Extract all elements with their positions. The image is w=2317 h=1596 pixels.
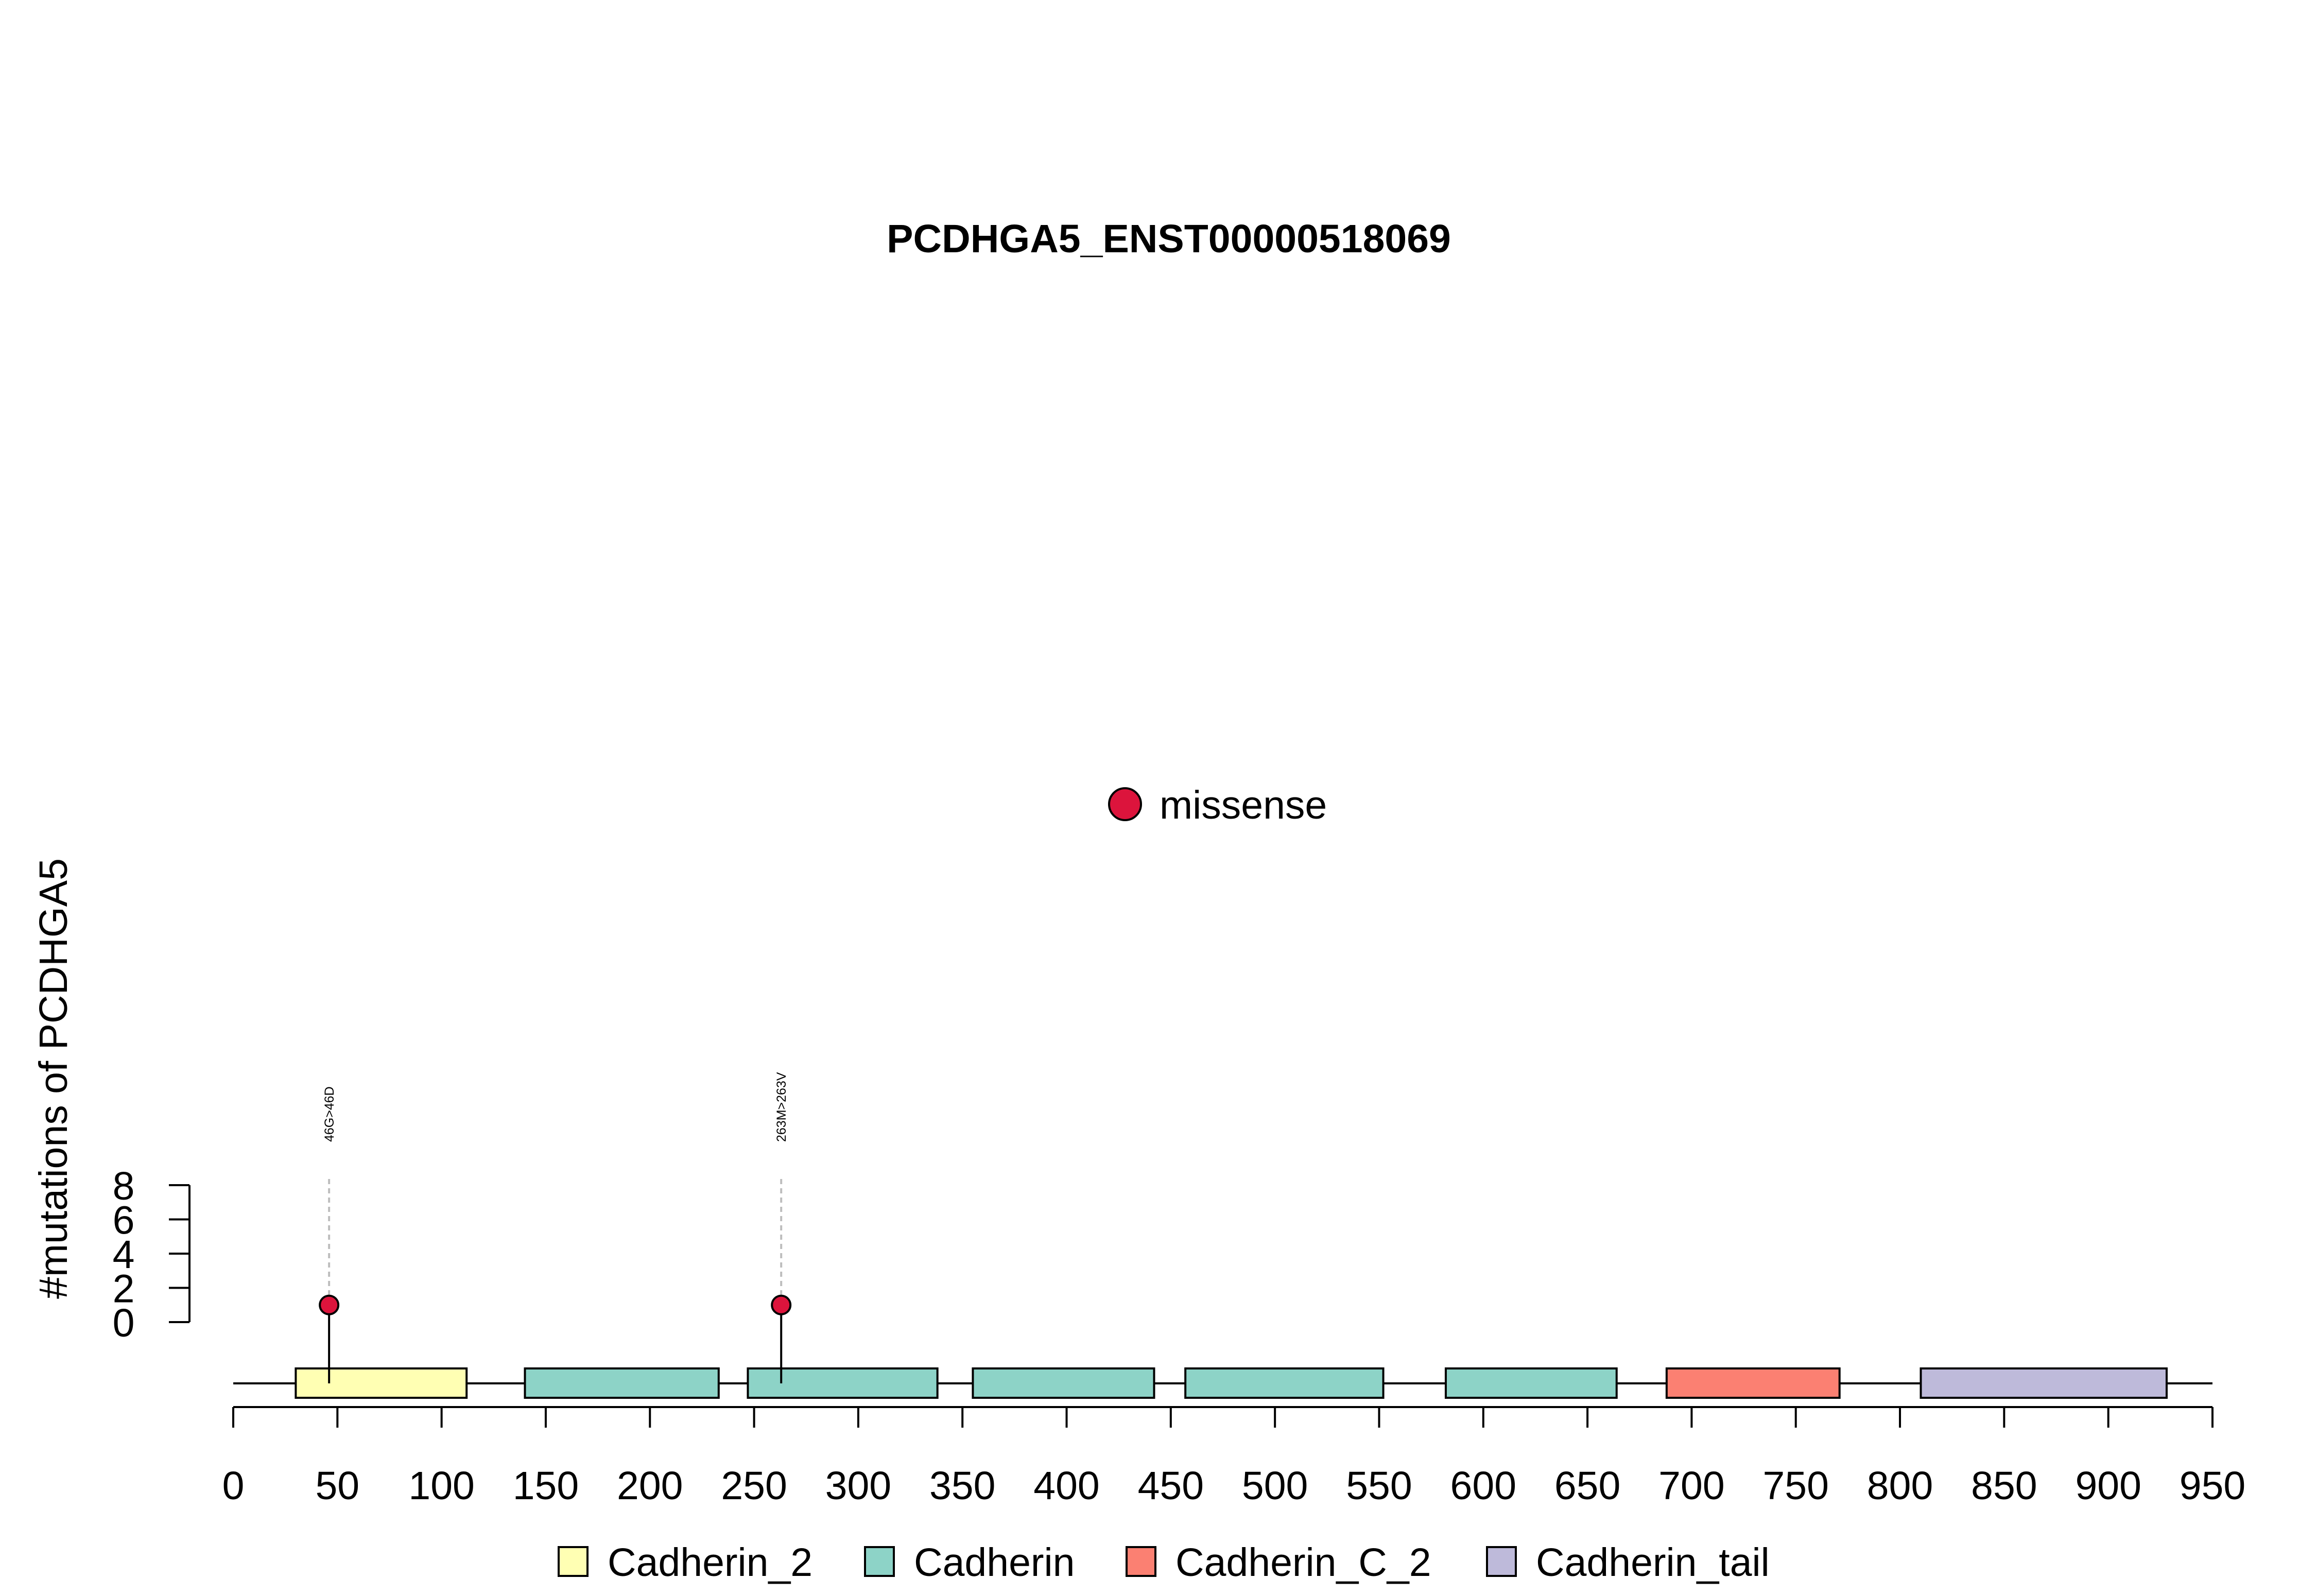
x-axis: 0 50 100 150 200 250 300 350 400 450 500 550 600 650 7…	[222, 1406, 2245, 1508]
x-tick-label-650: 650	[1554, 1464, 1620, 1508]
x-tick-label-600: 600	[1450, 1464, 1516, 1508]
domain-legend-label-Cadherin_C_2: Cadherin_C_2	[1175, 1540, 1431, 1585]
mutation-point-46	[319, 1294, 340, 1315]
x-tick-label-900: 900	[2075, 1464, 2141, 1508]
domain-Cadherin-1	[524, 1367, 720, 1399]
domain-track	[295, 1367, 2168, 1399]
domain-legend: Cadherin_2 Cadherin Cadherin_C_2 Cadherin_t…	[558, 1540, 1770, 1585]
y-tick-label-6: 6	[113, 1199, 135, 1243]
mutation-label-46: 46G>46D	[322, 1086, 337, 1142]
x-tick-label-850: 850	[1971, 1464, 2037, 1508]
mutation-legend: missense	[1108, 783, 1327, 827]
x-tick-label-400: 400	[1033, 1464, 1099, 1508]
x-tick-label-100: 100	[408, 1464, 474, 1508]
domain-Cadherin-2	[747, 1367, 939, 1399]
x-tick-label-50: 50	[315, 1464, 359, 1508]
domain-legend-swatch-Cadherin_2	[558, 1546, 589, 1577]
domain-Cadherin-5	[1444, 1367, 1618, 1399]
y-axis-title: #mutations of PCDHGA5	[31, 858, 76, 1299]
x-tick-label-250: 250	[721, 1464, 787, 1508]
mutation-lollipops: 46G>46D 263M>263V	[319, 1072, 792, 1383]
x-tick-label-300: 300	[825, 1464, 891, 1508]
domain-Cadherin_2-0	[295, 1367, 468, 1399]
domain-legend-swatch-Cadherin_tail	[1486, 1546, 1517, 1577]
x-tick-label-950: 950	[2180, 1464, 2245, 1508]
domain-legend-label-Cadherin: Cadherin	[914, 1540, 1075, 1585]
domain-Cadherin-3	[972, 1367, 1155, 1399]
x-tick-label-800: 800	[1867, 1464, 1933, 1508]
chart-title: PCDHGA5_ENST00000518069	[887, 217, 1451, 261]
domain-Cadherin_C_2-6	[1665, 1367, 1841, 1399]
x-tick-label-200: 200	[617, 1464, 683, 1508]
domain-legend-swatch-Cadherin	[864, 1546, 895, 1577]
x-tick-label-0: 0	[222, 1464, 245, 1508]
domain-Cadherin_tail-7	[1920, 1367, 2168, 1399]
x-tick-label-700: 700	[1658, 1464, 1724, 1508]
mutation-point-263	[771, 1294, 792, 1315]
x-tick-label-350: 350	[929, 1464, 995, 1508]
y-tick-label-8: 8	[113, 1164, 135, 1208]
x-tick-label-150: 150	[513, 1464, 579, 1508]
x-tick-label-450: 450	[1138, 1464, 1204, 1508]
mutation-label-263: 263M>263V	[774, 1072, 789, 1142]
x-tick-label-500: 500	[1242, 1464, 1308, 1508]
y-tick-label-4: 4	[113, 1233, 135, 1277]
domain-legend-label-Cadherin_2: Cadherin_2	[608, 1540, 812, 1585]
y-tick-label-2: 2	[113, 1267, 135, 1311]
domain-legend-swatch-Cadherin_C_2	[1126, 1546, 1156, 1577]
domain-legend-label-Cadherin_tail: Cadherin_tail	[1536, 1540, 1770, 1585]
x-tick-label-750: 750	[1762, 1464, 1828, 1508]
legend-label-missense: missense	[1160, 783, 1327, 827]
legend-marker-missense	[1108, 787, 1142, 821]
domain-Cadherin-4	[1184, 1367, 1385, 1399]
x-tick-label-550: 550	[1346, 1464, 1412, 1508]
y-tick-label-0: 0	[113, 1301, 135, 1345]
